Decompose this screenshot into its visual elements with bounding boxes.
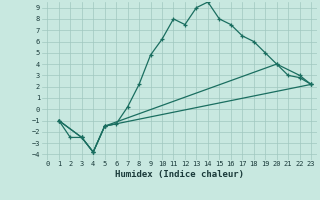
X-axis label: Humidex (Indice chaleur): Humidex (Indice chaleur): [115, 170, 244, 179]
